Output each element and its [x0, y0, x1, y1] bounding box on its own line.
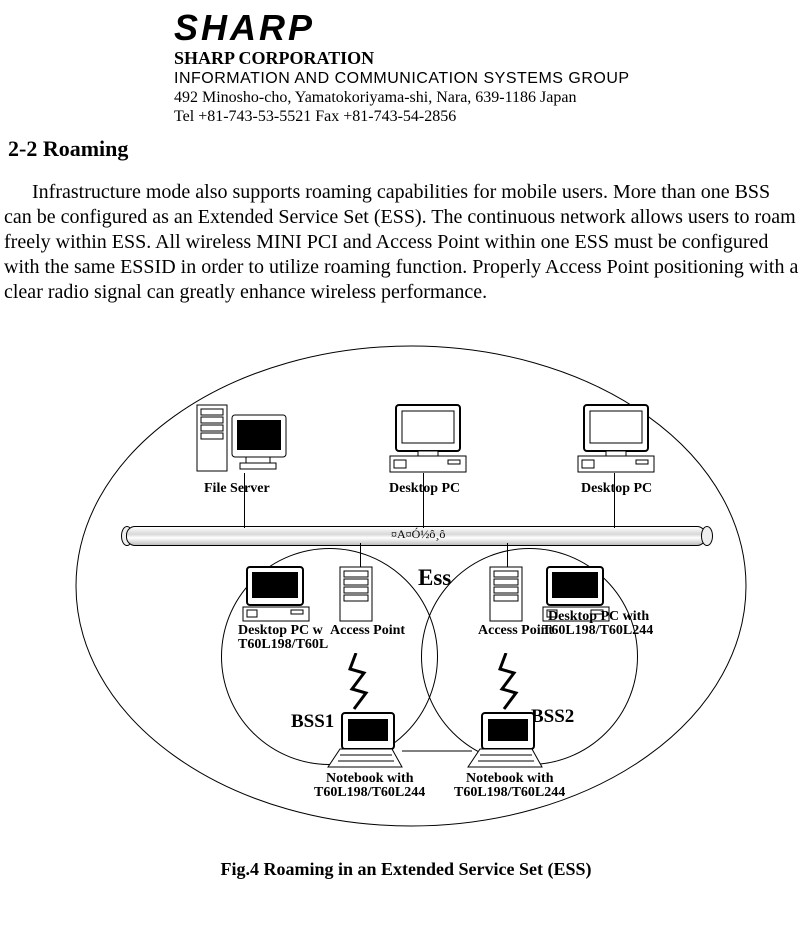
desktop-pc-1-label: Desktop PC: [389, 481, 460, 497]
access-point-left-label: Access Point: [330, 623, 405, 639]
letterhead: SHARP SHARP CORPORATION INFORMATION AND …: [4, 10, 808, 126]
desktop-pc-bss1-label-2: T60L198/T60L: [238, 637, 328, 653]
group-name: INFORMATION AND COMMUNICATION SYSTEMS GR…: [174, 70, 808, 88]
desktop-pc-2-icon: [576, 403, 656, 480]
address: 492 Minosho-cho, Yamatokoriyama-shi, Nar…: [174, 89, 808, 107]
ess-label: Ess: [418, 565, 451, 591]
wireless-signal-left: [344, 653, 374, 718]
tel-fax: Tel +81-743-53-5521 Fax +81-743-54-2856: [174, 108, 808, 126]
desktop-pc-bss1-icon: [241, 565, 311, 628]
desktop-pc-2-label: Desktop PC: [581, 481, 652, 497]
cable-cap-right: [701, 526, 713, 546]
notebook-bss2-label-2: T60L198/T60L244: [454, 785, 565, 801]
file-server-label: File Server: [204, 481, 270, 497]
wireless-signal-right: [494, 653, 524, 718]
desktop-pc-bss2-label-2: T60L198/T60L244: [542, 623, 653, 639]
access-point-left-icon: [338, 565, 374, 628]
notebook-bss1-icon: [326, 711, 406, 776]
section-title: 2-2 Roaming: [8, 136, 808, 162]
notebook-bss1-label-2: T60L198/T60L244: [314, 785, 425, 801]
notebook-bss2-icon: [466, 711, 546, 776]
cable-label: ¤A¤Ó½ô¸ô: [391, 528, 445, 542]
page: SHARP SHARP CORPORATION INFORMATION AND …: [0, 0, 812, 950]
access-point-right-icon: [488, 565, 524, 628]
network-diagram: ¤A¤Ó½ô¸ô File Server: [26, 333, 786, 853]
body-paragraph: Infrastructure mode also supports roamin…: [4, 180, 802, 305]
notebook-link: [402, 749, 472, 753]
file-server-icon: [196, 401, 290, 480]
corp-name: SHARP CORPORATION: [174, 48, 808, 69]
figure-caption: Fig.4 Roaming in an Extended Service Set…: [4, 859, 808, 880]
desktop-pc-1-icon: [388, 403, 468, 480]
sharp-logo: SHARP: [174, 10, 808, 46]
